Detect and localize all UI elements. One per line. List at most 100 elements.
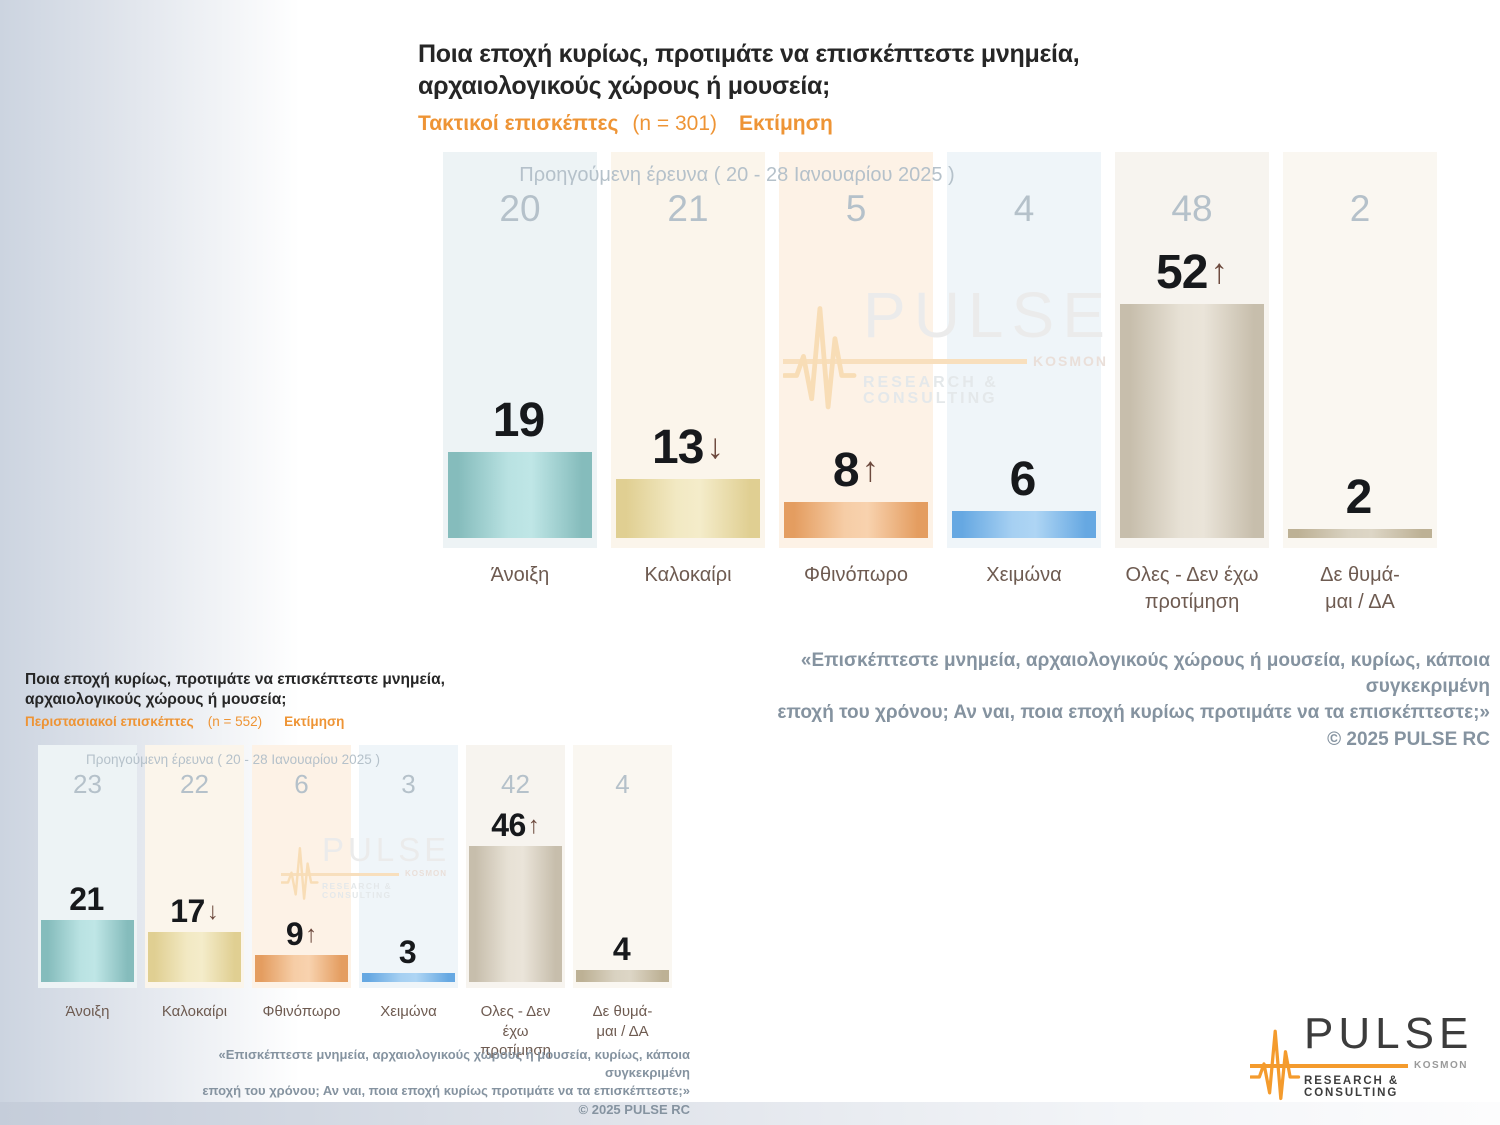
previous-value: 2 — [1349, 188, 1371, 229]
bar-dk — [575, 970, 670, 982]
chart2-subtitle-group: Περιστασιακοί επισκέπτες — [25, 714, 194, 730]
category-label: Φθινόπωρο — [262, 1003, 341, 1020]
chart1-column-all: 48 52↑ — [1115, 152, 1269, 548]
value-label: 21 — [38, 883, 137, 915]
value-number: 46 — [491, 807, 526, 843]
bar-autumn — [254, 955, 349, 982]
trend-arrow: ↑ — [527, 812, 540, 839]
bar-autumn — [783, 502, 929, 538]
chart2-column-dk: 4 4 — [573, 745, 672, 988]
value-number: 3 — [398, 934, 417, 970]
category-label: Δε θυμά- μαι / ΔΑ — [592, 1003, 653, 1040]
previous-value: 48 — [1171, 188, 1213, 229]
category-label: Χειμώνα — [380, 1003, 437, 1020]
pulse-ecg-icon — [783, 306, 857, 410]
value-label: 9↑ — [252, 918, 351, 950]
value-label: 3 — [359, 936, 458, 968]
bar-spring — [447, 452, 593, 538]
category-label: Ολες - Δεν έχω προτίμηση — [480, 1003, 551, 1059]
chart1-subtitle-group: Τακτικοί επισκέπτες — [418, 112, 619, 135]
chart2-previous-survey-label: Προηγούμενη έρευνα ( 20 - 28 Ιανουαρίου … — [86, 752, 380, 767]
chart1-category-labels: Άνοιξη Καλοκαίρι Φθινόπωρο Χειμώνα Ολες … — [443, 562, 1437, 616]
chart2-footnote-text: «Επισκέπτεστε μνημεία, αρχαιολογικούς χώ… — [202, 1047, 690, 1099]
category-label: Φθινόπωρο — [804, 564, 908, 586]
bar-spring — [40, 920, 135, 982]
watermark-underline — [281, 872, 399, 876]
value-label: 2 — [1283, 474, 1437, 522]
bar-all — [468, 846, 563, 982]
category-label: Άνοιξη — [65, 1003, 110, 1020]
chart2-metric-label: Εκτίμηση — [284, 714, 345, 730]
previous-value: 20 — [499, 188, 541, 229]
previous-value: 42 — [501, 769, 530, 799]
pulse-ecg-icon — [1250, 1029, 1301, 1101]
category-label: Δε θυμά- μαι / ΔΑ — [1320, 564, 1400, 613]
chart1: Προηγούμενη έρευνα ( 20 - 28 Ιανουαρίου … — [443, 152, 1437, 548]
pulse-watermark-small: PULSE KOSMON RESEARCH & CONSULTING — [281, 831, 451, 900]
previous-value: 4 — [615, 769, 630, 799]
chart1-previous-survey-label: Προηγούμενη έρευνα ( 20 - 28 Ιανουαρίου … — [519, 164, 955, 186]
category-label: Χειμώνα — [986, 564, 1062, 586]
bar-summer — [615, 479, 761, 538]
watermark-brand: PULSE — [322, 831, 451, 868]
chart1-footnote: «Επισκέπτεστε μνημεία, αρχαιολογικούς χώ… — [680, 648, 1490, 753]
category-label: Άνοιξη — [490, 564, 550, 586]
chart1-column-dk: 2 2 — [1283, 152, 1437, 548]
chart1-copyright: © 2025 PULSE RC — [1327, 728, 1490, 750]
chart2-column-summer: 22 17↓ — [145, 745, 244, 988]
value-label: 19 — [443, 397, 597, 445]
watermark-tagline: RESEARCH & CONSULTING — [863, 374, 999, 407]
chart2-column-spring: 23 21 — [38, 745, 137, 988]
trend-arrow: ↓ — [206, 898, 219, 925]
trend-arrow: ↑ — [861, 450, 880, 489]
chart2: Προηγούμενη έρευνα ( 20 - 28 Ιανουαρίου … — [38, 745, 672, 988]
chart1-column-autumn: 5 8↑ — [779, 152, 933, 548]
value-label: 8↑ — [779, 447, 933, 495]
chart2-column-all: 42 46↑ — [466, 745, 565, 988]
watermark-sub-brand: KOSMON — [405, 869, 447, 878]
value-number: 17 — [170, 893, 205, 929]
chart2-column-autumn: 6 9↑ — [252, 745, 351, 988]
value-label: 4 — [573, 933, 672, 965]
chart1-metric-label: Εκτίμηση — [739, 112, 833, 135]
value-number: 21 — [69, 881, 104, 917]
category-label: Καλοκαίρι — [161, 1003, 228, 1020]
previous-value: 21 — [667, 188, 709, 229]
chart2-title-block: Ποια εποχή κυρίως, προτιμάτε να επισκέπτ… — [25, 670, 465, 729]
value-label: 17↓ — [145, 895, 244, 927]
chart2-footnote: «Επισκέπτεστε μνημεία, αρχαιολογικούς χώ… — [150, 1046, 690, 1119]
value-number: 6 — [1009, 453, 1037, 506]
value-label: 13↓ — [611, 424, 765, 472]
bar-dk — [1287, 529, 1433, 538]
pulse-ecg-icon — [281, 846, 319, 900]
logo-sub-brand: KOSMON — [1414, 1060, 1468, 1071]
chart2-copyright: © 2025 PULSE RC — [578, 1101, 690, 1117]
watermark-underline-row: KOSMON — [281, 870, 447, 878]
category-label: Καλοκαίρι — [644, 564, 732, 586]
chart1-title: Ποια εποχή κυρίως, προτιμάτε να επισκέπτ… — [418, 40, 1080, 100]
chart1-subtitle: Τακτικοί επισκέπτες (n = 301) Εκτίμηση — [418, 112, 1118, 136]
previous-value: 3 — [401, 769, 416, 799]
chart2-column-winter: 3 3 — [359, 745, 458, 988]
value-number: 4 — [612, 931, 631, 967]
chart2-sample-size: (n = 552) — [207, 714, 263, 730]
value-label: 46↑ — [466, 809, 565, 841]
bottom-gradient-decoration — [0, 1102, 1500, 1125]
watermark-tagline: RESEARCH & CONSULTING — [322, 881, 393, 900]
chart1-column-winter: 4 6 — [947, 152, 1101, 548]
value-number: 13 — [652, 421, 704, 474]
previous-value: 5 — [845, 188, 867, 229]
trend-arrow: ↓ — [706, 427, 724, 466]
trend-arrow: ↑ — [305, 921, 318, 948]
chart1-title-block: Ποια εποχή κυρίως, προτιμάτε να επισκέπτ… — [418, 38, 1118, 136]
value-number: 9 — [285, 916, 304, 952]
logo-underline — [1250, 1064, 1408, 1068]
bar-winter — [951, 511, 1097, 538]
watermark-underline-row: KOSMON — [783, 354, 1108, 368]
value-label: 6 — [947, 456, 1101, 504]
watermark-underline — [783, 358, 1027, 364]
value-number: 19 — [492, 394, 545, 447]
previous-value: 22 — [180, 769, 209, 799]
chart1-sample-size: (n = 301) — [632, 112, 718, 135]
